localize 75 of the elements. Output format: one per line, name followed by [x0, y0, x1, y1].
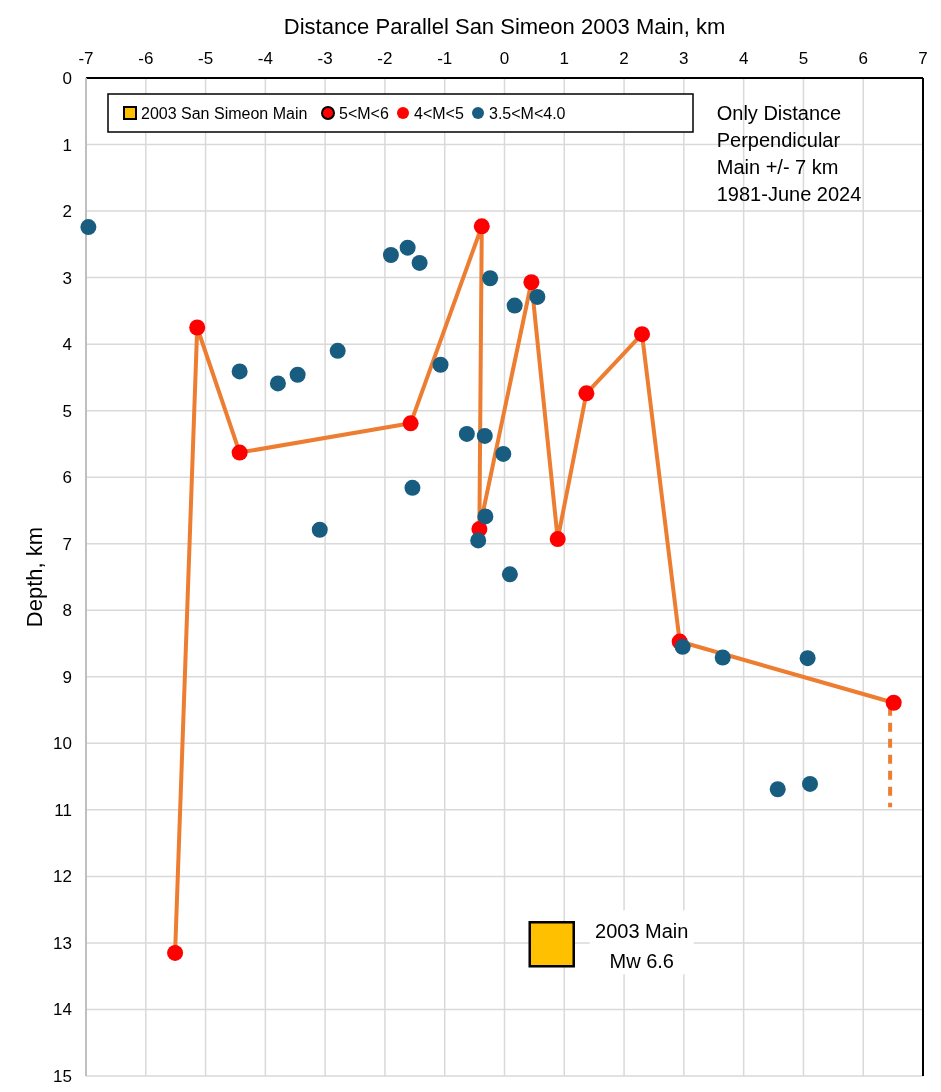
point	[528, 921, 575, 968]
point	[477, 508, 494, 525]
point	[495, 445, 512, 462]
point	[799, 650, 816, 667]
point	[404, 479, 421, 496]
y-axis-title: Depth, km	[22, 526, 47, 628]
x-tick-label: 1	[559, 49, 570, 68]
x-tick-label: -6	[138, 49, 154, 68]
point	[885, 694, 902, 711]
point	[476, 427, 493, 444]
legend-label: 5<M<6	[339, 105, 389, 122]
y-tick-label: 2	[62, 202, 72, 222]
point	[482, 270, 499, 287]
y-tick-label: 8	[62, 601, 72, 621]
point	[529, 288, 546, 305]
point	[578, 385, 595, 402]
point	[458, 425, 475, 442]
point	[269, 375, 286, 392]
legend-label: 4<M<5	[414, 105, 464, 122]
point	[289, 366, 306, 383]
x-tick-label: -7	[78, 49, 94, 68]
x-tick-label: 6	[858, 49, 868, 68]
y-tick-label: 6	[62, 468, 72, 488]
x-tick-label: 0	[499, 49, 510, 68]
x-tick-label: -5	[198, 49, 214, 68]
x-tick-label: -3	[317, 49, 333, 68]
x-tick-label: 4	[738, 49, 749, 68]
point	[769, 781, 786, 798]
point	[501, 566, 518, 583]
point	[189, 319, 206, 336]
point	[549, 531, 566, 548]
legend-label: 3.5<M<4.0	[489, 105, 566, 122]
point	[432, 356, 449, 373]
annotation: 2003 Main Mw 6.6	[595, 920, 689, 973]
annotation: Only Distance Perpendicular Main +/- 7 km 1981-June 2024	[716, 102, 862, 205]
y-tick-label: 5	[62, 401, 72, 421]
x-tick-label: -2	[377, 49, 393, 68]
point	[167, 944, 184, 961]
y-tick-label: 12	[53, 867, 72, 887]
x-tick-label: 7	[918, 49, 928, 68]
point	[382, 246, 399, 263]
point	[506, 297, 523, 314]
point	[470, 532, 487, 549]
x-tick-label: -1	[437, 49, 453, 68]
y-tick-label: 14	[53, 1000, 72, 1020]
point	[311, 521, 328, 538]
point	[802, 775, 819, 792]
point	[80, 219, 97, 236]
point	[399, 239, 416, 256]
y-tick-label: 13	[53, 933, 72, 953]
point	[231, 444, 248, 461]
x-tick-label: 5	[798, 49, 809, 68]
point	[411, 254, 428, 271]
point	[714, 649, 731, 666]
y-tick-label: 10	[53, 734, 72, 754]
y-tick-label: 15	[53, 1067, 72, 1086]
y-tick-label: 3	[62, 268, 72, 288]
point	[674, 638, 691, 655]
legend-label: 2003 San Simeon Main	[141, 105, 308, 122]
point	[634, 326, 651, 343]
y-tick-label: 9	[62, 667, 72, 687]
point	[473, 218, 490, 235]
y-tick-label: 11	[54, 800, 72, 820]
y-tick-label: 1	[62, 135, 72, 155]
x-axis-title: Distance Parallel San Simeon 2003 Main, km	[283, 14, 726, 39]
point	[231, 363, 248, 380]
point	[523, 274, 540, 291]
point	[402, 415, 419, 432]
x-tick-label: -4	[257, 49, 273, 68]
y-tick-label: 4	[62, 335, 72, 355]
x-tick-label: 2	[619, 49, 629, 68]
point	[329, 342, 346, 359]
x-tick-label: 3	[679, 49, 689, 68]
y-tick-label: 0	[62, 69, 72, 88]
y-tick-label: 7	[62, 534, 72, 554]
